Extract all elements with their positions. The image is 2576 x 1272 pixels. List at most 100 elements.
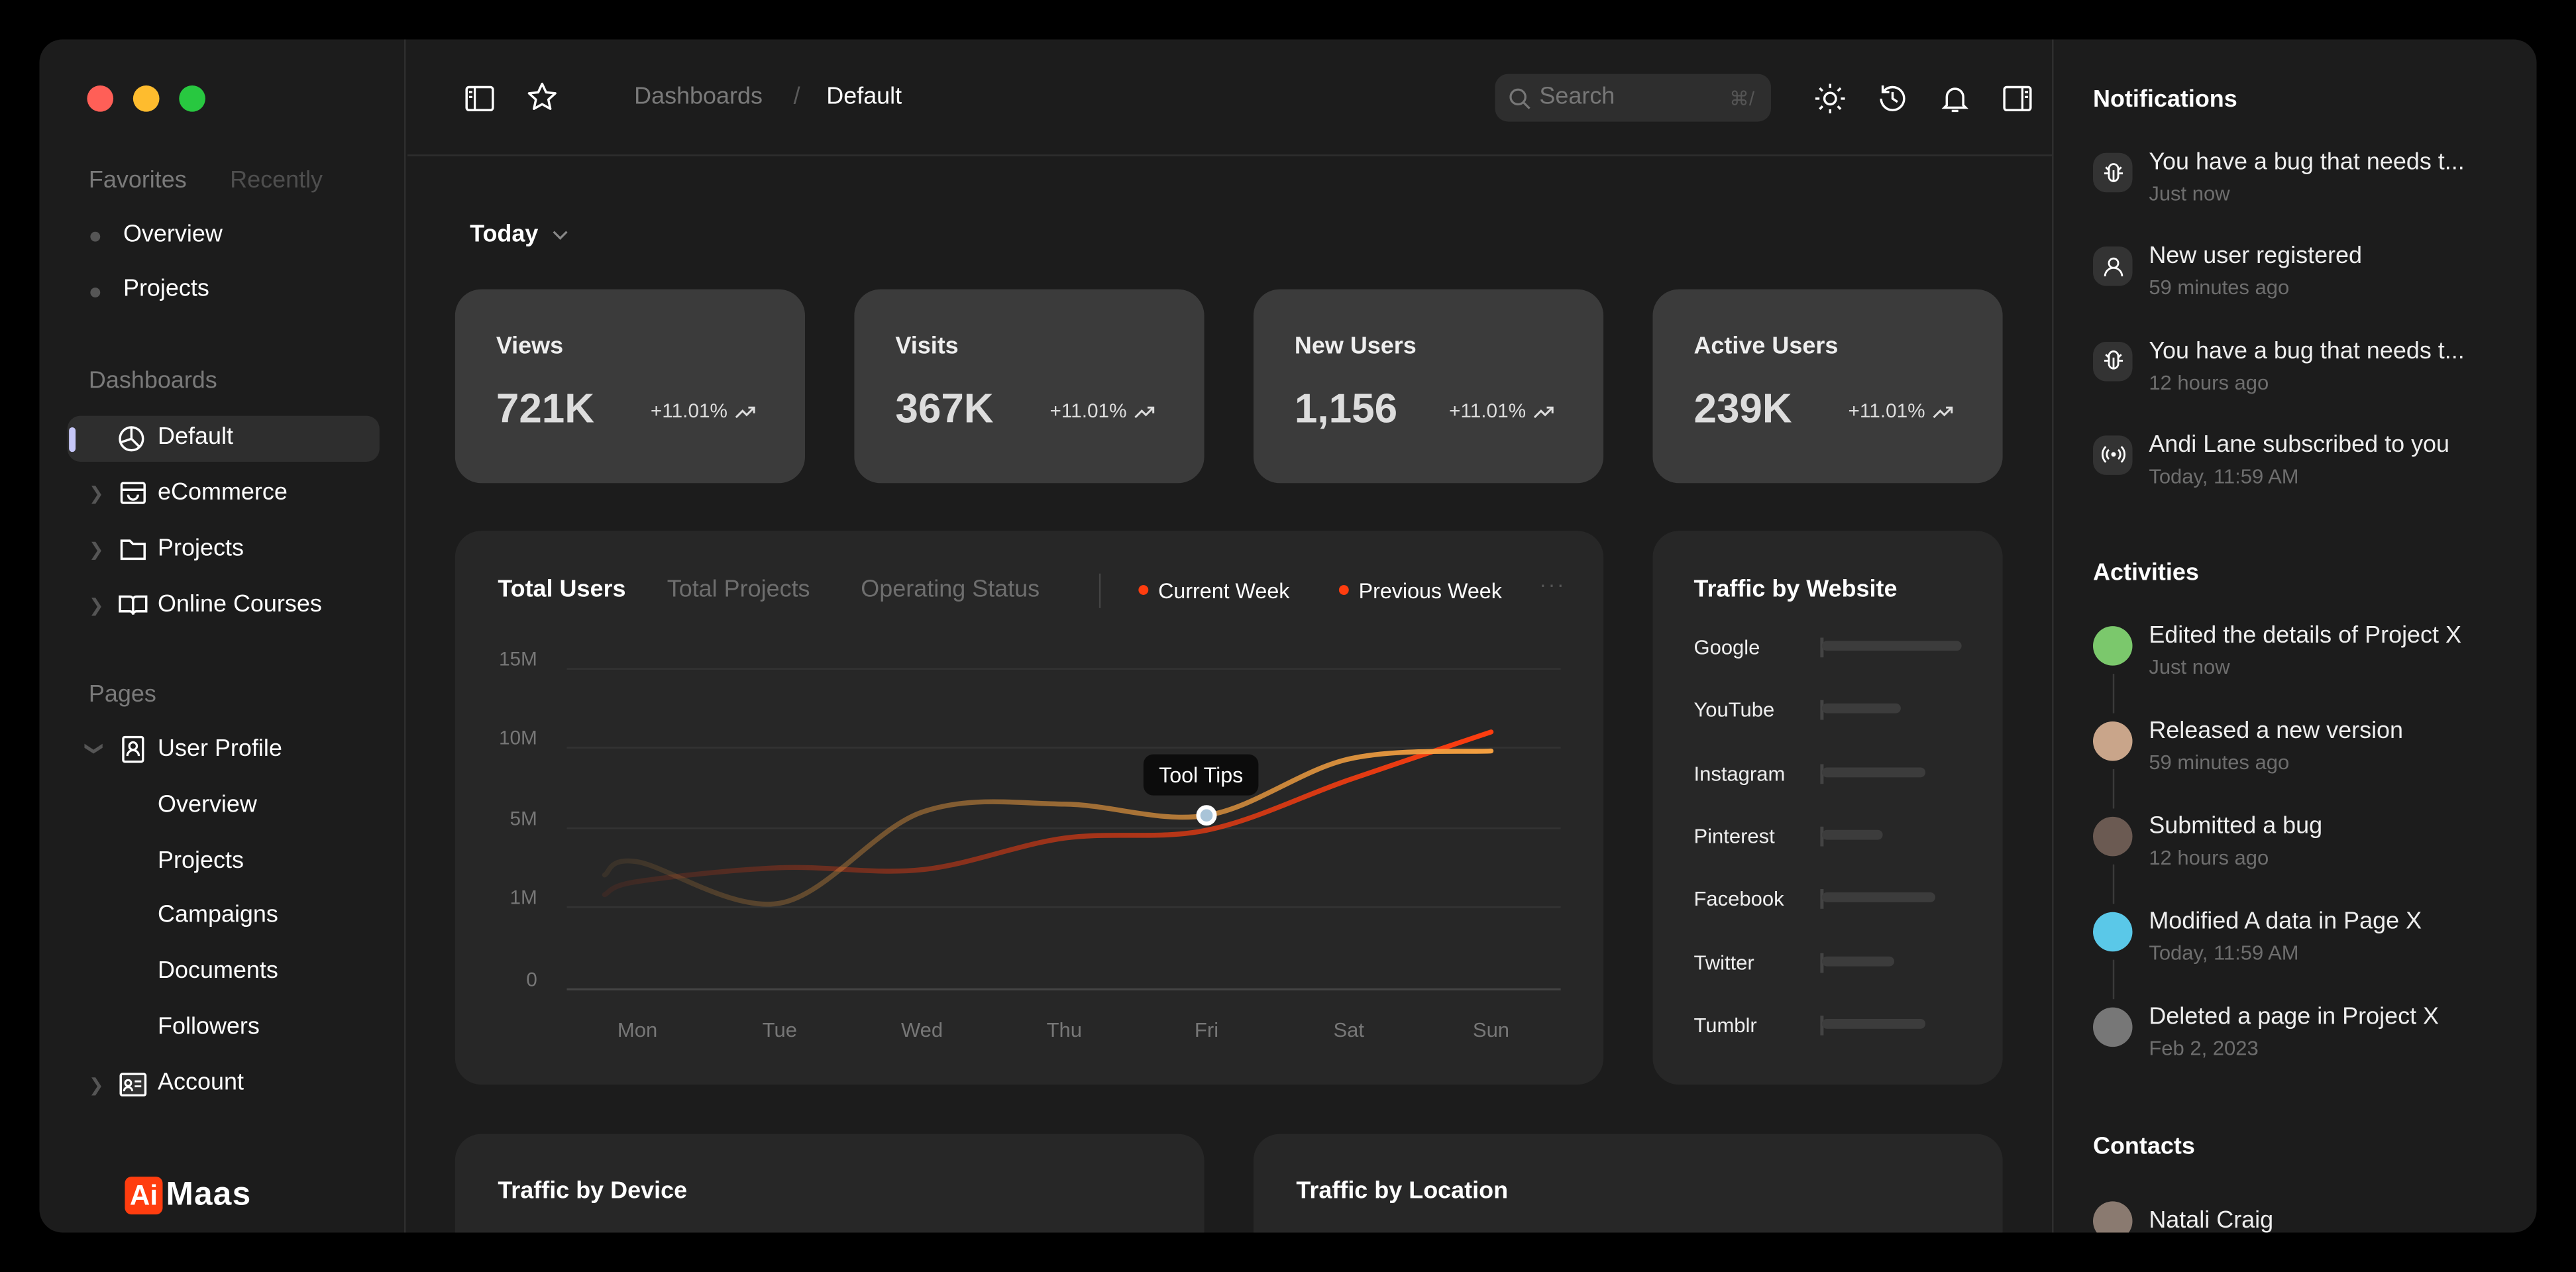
website-label: Facebook xyxy=(1693,887,1784,911)
sidebar-item-overview[interactable]: Overview xyxy=(123,221,223,248)
sidebar-subitem-campaigns[interactable]: Campaigns xyxy=(158,902,278,929)
notification-text[interactable]: You have a bug that needs t... xyxy=(2149,337,2465,364)
notification-time: 59 minutes ago xyxy=(2149,276,2290,300)
more-options-icon[interactable]: ··· xyxy=(1539,572,1566,597)
x-tick-label: Sat xyxy=(1333,1018,1364,1041)
bug-icon xyxy=(2103,162,2122,182)
activity-text[interactable]: Deleted a page in Project X xyxy=(2149,1004,2440,1031)
sidebar-item-ecommerce[interactable]: eCommerce xyxy=(158,480,288,507)
legend-dot-current-week xyxy=(1138,585,1149,595)
y-tick-label: 1M xyxy=(510,886,537,908)
minimize-window-button[interactable] xyxy=(133,85,160,112)
chevron-right-icon[interactable]: ❯ xyxy=(88,541,104,560)
activity-time: Just now xyxy=(2149,655,2230,679)
tooltip-point[interactable] xyxy=(1196,805,1217,826)
maximize-window-button[interactable] xyxy=(179,85,205,112)
tab-operating-status[interactable]: Operating Status xyxy=(861,576,1040,604)
stat-label: Active Users xyxy=(1693,333,1839,360)
stat-value: 721K xyxy=(496,386,595,433)
stat-label: Visits xyxy=(895,333,959,360)
activity-text[interactable]: Released a new version xyxy=(2149,718,2404,745)
search-shortcut: ⌘/ xyxy=(1729,87,1755,111)
sidebar-item-user-profile[interactable]: User Profile xyxy=(158,736,282,763)
website-label: Pinterest xyxy=(1693,824,1775,848)
notification-text[interactable]: You have a bug that needs t... xyxy=(2149,149,2465,176)
breadcrumb-dashboards[interactable]: Dashboards xyxy=(634,83,763,111)
notification-time: 12 hours ago xyxy=(2149,370,2269,394)
website-bar-tumblr xyxy=(1821,1018,1925,1029)
x-tick-label: Thu xyxy=(1047,1018,1082,1041)
user-profile-icon xyxy=(122,735,144,763)
sidebar-item-account[interactable]: Account xyxy=(158,1069,244,1096)
website-label: Twitter xyxy=(1693,951,1754,974)
star-icon[interactable] xyxy=(525,81,559,114)
sidebar-subitem-followers[interactable]: Followers xyxy=(158,1014,260,1041)
date-filter-dropdown[interactable]: Today xyxy=(470,222,568,248)
y-tick-label: 5M xyxy=(510,808,537,829)
tab-recently[interactable]: Recently xyxy=(230,168,323,194)
stat-change: +11.01% xyxy=(1449,399,1527,423)
stat-value: 239K xyxy=(1693,386,1792,433)
legend-dot-previous-week xyxy=(1338,585,1349,595)
bar-axis xyxy=(1820,826,1823,847)
panel-toggle-icon[interactable] xyxy=(2001,82,2034,115)
tab-total-projects[interactable]: Total Projects xyxy=(667,576,810,604)
contacts-title: Contacts xyxy=(2093,1134,2195,1161)
timeline-connector xyxy=(2112,864,2114,904)
contact-name[interactable]: Natali Craig xyxy=(2149,1208,2274,1233)
broadcast-icon xyxy=(2100,447,2125,464)
website-bar-instagram xyxy=(1821,767,1925,777)
shopping-bag-icon xyxy=(120,482,146,504)
notification-icon xyxy=(2093,435,2133,475)
sidebar-subitem-projects[interactable]: Projects xyxy=(158,847,244,874)
sidebar-item-projects-dashboard[interactable]: Projects xyxy=(158,535,244,562)
traffic-by-device-card: Traffic by Device xyxy=(455,1134,1205,1233)
total-users-chart-card: Total Users Total Projects Operating Sta… xyxy=(455,531,1604,1085)
right-panel: Notifications You have a bug that needs … xyxy=(2052,39,2536,1233)
website-bar-pinterest xyxy=(1821,829,1884,840)
tab-total-users[interactable]: Total Users xyxy=(498,576,626,604)
legend-current-week: Current Week xyxy=(1158,578,1290,604)
sidebar-subitem-documents[interactable]: Documents xyxy=(158,958,278,984)
bar-axis xyxy=(1820,763,1823,784)
activity-time: Feb 2, 2023 xyxy=(2149,1037,2259,1060)
bar-axis xyxy=(1820,1015,1823,1035)
avatar xyxy=(2093,1007,2133,1047)
card-title: Traffic by Location xyxy=(1296,1178,1509,1205)
notification-icon xyxy=(2093,341,2133,381)
sidebar: Favorites Recently Overview Projects Das… xyxy=(39,39,406,1233)
breadcrumb-separator: / xyxy=(793,83,800,111)
sun-icon[interactable] xyxy=(1813,82,1847,115)
tab-favorites[interactable]: Favorites xyxy=(88,168,187,194)
chevron-right-icon[interactable]: ❯ xyxy=(88,1076,104,1096)
close-window-button[interactable] xyxy=(87,85,114,112)
sidebar-item-online-courses[interactable]: Online Courses xyxy=(158,592,322,618)
website-label: YouTube xyxy=(1693,698,1775,722)
chevron-right-icon[interactable]: ❯ xyxy=(88,484,104,505)
date-filter-label: Today xyxy=(470,221,539,248)
activity-text[interactable]: Edited the details of Project X xyxy=(2149,623,2462,649)
activity-time: Today, 11:59 AM xyxy=(2149,941,2299,965)
chevron-down-icon[interactable]: ❯ xyxy=(83,741,104,757)
activity-time: 12 hours ago xyxy=(2149,846,2269,870)
notification-time: Today, 11:59 AM xyxy=(2149,464,2299,488)
activity-text[interactable]: Submitted a bug xyxy=(2149,813,2323,840)
breadcrumb-default[interactable]: Default xyxy=(826,83,902,111)
sidebar-item-default[interactable]: Default xyxy=(67,415,380,462)
bullet-icon xyxy=(90,231,101,242)
history-icon[interactable] xyxy=(1876,82,1909,115)
notification-icon xyxy=(2093,152,2133,193)
stat-value: 1,156 xyxy=(1294,386,1398,433)
chevron-right-icon[interactable]: ❯ xyxy=(88,596,104,617)
bar-axis xyxy=(1820,700,1823,721)
website-label: Instagram xyxy=(1693,761,1786,785)
sidebar-subitem-overview[interactable]: Overview xyxy=(158,792,257,819)
bell-icon[interactable] xyxy=(1939,82,1972,115)
avatar xyxy=(2093,1201,2133,1233)
search-input[interactable]: Search ⌘/ xyxy=(1495,74,1772,122)
notification-text[interactable]: Andi Lane subscribed to you xyxy=(2149,432,2450,458)
notification-text[interactable]: New user registered xyxy=(2149,243,2363,270)
sidebar-item-projects[interactable]: Projects xyxy=(123,276,209,303)
activity-text[interactable]: Modified A data in Page X xyxy=(2149,908,2422,935)
sidebar-toggle-icon[interactable] xyxy=(463,82,496,115)
